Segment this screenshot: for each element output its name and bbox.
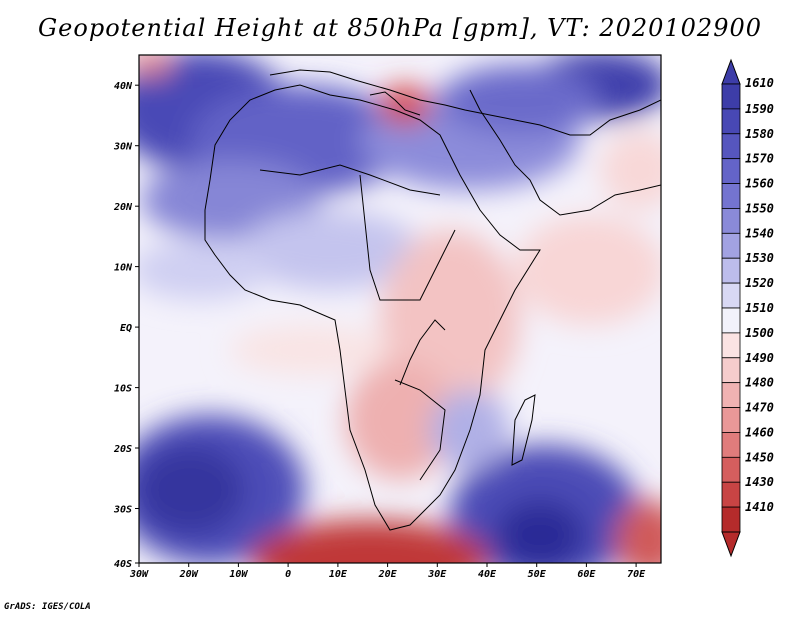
colorbar-swatch bbox=[721, 407, 741, 433]
colorbar-level-label: 1530 bbox=[745, 251, 774, 265]
colorbar-level-label: 1430 bbox=[745, 475, 774, 489]
lat-tick-label: 10N bbox=[114, 262, 133, 273]
colorbar-bottom-arrow bbox=[721, 531, 741, 558]
lon-tick-label: 30E bbox=[427, 569, 447, 580]
colorbar-swatch bbox=[721, 307, 741, 334]
lat-tick-label: 10S bbox=[114, 383, 132, 394]
lat-tick-label: 40N bbox=[114, 81, 133, 92]
lon-tick-label: 10W bbox=[229, 569, 248, 580]
chart-title: Geopotential Height at 850hPa [gpm], VT:… bbox=[38, 14, 762, 42]
lon-tick-label: 50E bbox=[528, 569, 547, 580]
colorbar-swatch bbox=[721, 158, 741, 184]
colorbar-swatch bbox=[721, 357, 741, 384]
lon-tick-label: 20W bbox=[179, 569, 199, 580]
colorbar-level-label: 1610 bbox=[745, 76, 774, 90]
geopotential-field bbox=[139, 55, 661, 563]
colorbar-level-label: 1550 bbox=[745, 201, 774, 215]
colorbar-top-arrow bbox=[721, 58, 741, 85]
colorbar-swatch bbox=[721, 83, 741, 110]
colorbar-swatch bbox=[721, 456, 741, 483]
lon-tick-label: 30W bbox=[129, 569, 149, 580]
lat-tick-marks bbox=[135, 84, 139, 564]
lon-tick-label: 10E bbox=[329, 569, 348, 580]
colorbar-level-label: 1410 bbox=[745, 500, 774, 514]
lon-tick-label: 70E bbox=[627, 569, 646, 580]
colorbar-level-label: 1590 bbox=[745, 102, 774, 116]
colorbar-level-label: 1500 bbox=[745, 326, 774, 340]
colorbar-swatch bbox=[721, 481, 741, 508]
colorbar-level-label: 1450 bbox=[745, 450, 774, 464]
lat-tick-label: 20N bbox=[113, 202, 133, 213]
colorbar-swatch bbox=[721, 108, 741, 135]
colorbar-level-label: 1470 bbox=[745, 401, 774, 415]
lat-tick-labels: 40N 30N 20N 10N EQ 10S 20S 30S 40S bbox=[113, 81, 133, 570]
lon-tick-label: 40E bbox=[478, 569, 497, 580]
colorbar-labels: 1610 1590 1580 1570 1560 1550 1540 1530 1520 1510… bbox=[745, 76, 774, 514]
colorbar-swatch bbox=[721, 506, 741, 533]
colorbar-level-label: 1490 bbox=[745, 351, 774, 365]
colorbar-swatch bbox=[721, 332, 741, 359]
colorbar-swatch bbox=[721, 432, 741, 458]
lon-tick-labels: 30W 20W 10W 0 10E 20E 30E 40E 50E 60E 70… bbox=[129, 569, 646, 580]
colorbar-swatch bbox=[721, 257, 741, 284]
colorbar-swatch bbox=[721, 133, 741, 160]
colorbar-swatch bbox=[721, 208, 741, 234]
colorbar-boxes bbox=[721, 83, 741, 533]
lon-tick-label: 20E bbox=[378, 569, 398, 580]
colorbar-level-label: 1580 bbox=[745, 127, 774, 141]
colorbar-swatch bbox=[721, 232, 741, 259]
colorbar-level-label: 1540 bbox=[745, 226, 774, 240]
lat-tick-label: 30S bbox=[113, 504, 132, 515]
lat-tick-label: 40S bbox=[114, 559, 132, 570]
colorbar-level-label: 1520 bbox=[745, 276, 774, 290]
colorbar-swatch bbox=[721, 382, 741, 408]
lon-tick-label: 60E bbox=[577, 569, 596, 580]
lat-tick-label: 20S bbox=[113, 444, 132, 455]
lon-tick-marks bbox=[138, 563, 637, 567]
colorbar-level-label: 1560 bbox=[745, 177, 774, 191]
colorbar-swatch bbox=[721, 183, 741, 209]
lat-tick-label: EQ bbox=[120, 323, 132, 334]
lon-tick-label: 0 bbox=[285, 569, 291, 580]
colorbar-level-label: 1480 bbox=[745, 376, 774, 390]
credit-text: GrADS: IGES/COLA bbox=[4, 602, 91, 612]
colorbar: 1610 1590 1580 1570 1560 1550 1540 1530 1520 1510… bbox=[721, 58, 774, 558]
coastlines bbox=[204, 69, 661, 531]
colorbar-level-label: 1570 bbox=[745, 152, 774, 166]
plot-frame bbox=[138, 54, 662, 564]
colorbar-swatch bbox=[721, 282, 741, 309]
lat-tick-label: 30N bbox=[113, 142, 133, 153]
colorbar-level-label: 1460 bbox=[745, 425, 774, 439]
colorbar-level-label: 1510 bbox=[745, 301, 774, 315]
